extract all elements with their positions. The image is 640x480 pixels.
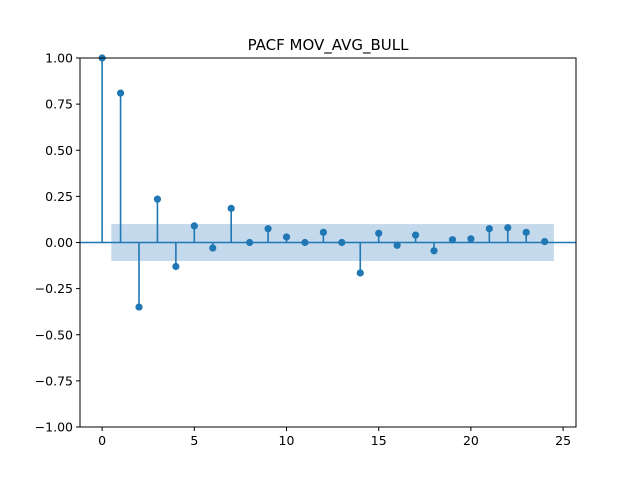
marker-lag-13: [338, 238, 346, 247]
marker-lag-4: [172, 262, 180, 271]
marker-lag-5: [190, 222, 198, 230]
chart-title: PACF MOV_AVG_BULL: [248, 36, 410, 55]
marker-lag-14: [356, 269, 364, 277]
y-tick-label: 0.25: [45, 189, 73, 204]
marker-lag-7: [227, 204, 235, 212]
marker-lag-6: [209, 244, 217, 252]
x-tick-label: 5: [190, 433, 198, 448]
marker-lag-24: [541, 237, 549, 246]
x-tick-label: 25: [555, 433, 571, 448]
marker-lag-20: [467, 235, 475, 243]
marker-lag-17: [411, 231, 420, 239]
marker-lag-22: [504, 224, 512, 232]
marker-lag-1: [116, 89, 125, 97]
marker-lag-12: [319, 228, 327, 236]
marker-lag-9: [264, 225, 272, 233]
marker-lag-23: [522, 228, 530, 236]
x-tick-label: 15: [371, 433, 387, 448]
marker-lag-21: [485, 225, 493, 233]
marker-lag-19: [448, 236, 457, 244]
y-tick-label: 0.50: [45, 143, 73, 158]
y-tick-label: 1.00: [45, 51, 73, 66]
y-tick-label: −0.50: [35, 327, 73, 342]
x-tick-label: 20: [463, 433, 479, 448]
x-axis: 0 5 10 15 20 25: [98, 427, 571, 448]
y-tick-label: −0.25: [35, 281, 73, 296]
marker-lag-18: [430, 247, 438, 255]
x-tick-label: 10: [279, 433, 295, 448]
marker-lag-2: [135, 303, 143, 311]
y-axis: −1.00 −0.75 −0.50 −0.25 0.00 0.25 0.50 0.75 1.00: [35, 51, 80, 435]
marker-lag-15: [375, 229, 383, 237]
marker-lag-3: [153, 195, 162, 203]
marker-lag-8: [246, 238, 254, 247]
marker-lag-10: [282, 233, 291, 241]
markers-layer: [98, 54, 549, 311]
marker-lag-11: [301, 238, 309, 247]
y-tick-label: −1.00: [35, 420, 73, 435]
marker-lag-16: [393, 241, 401, 249]
y-tick-label: 0.00: [45, 235, 73, 250]
y-tick-label: 0.75: [45, 97, 73, 112]
x-tick-label: 0: [98, 433, 106, 448]
y-tick-label: −0.75: [35, 373, 73, 388]
